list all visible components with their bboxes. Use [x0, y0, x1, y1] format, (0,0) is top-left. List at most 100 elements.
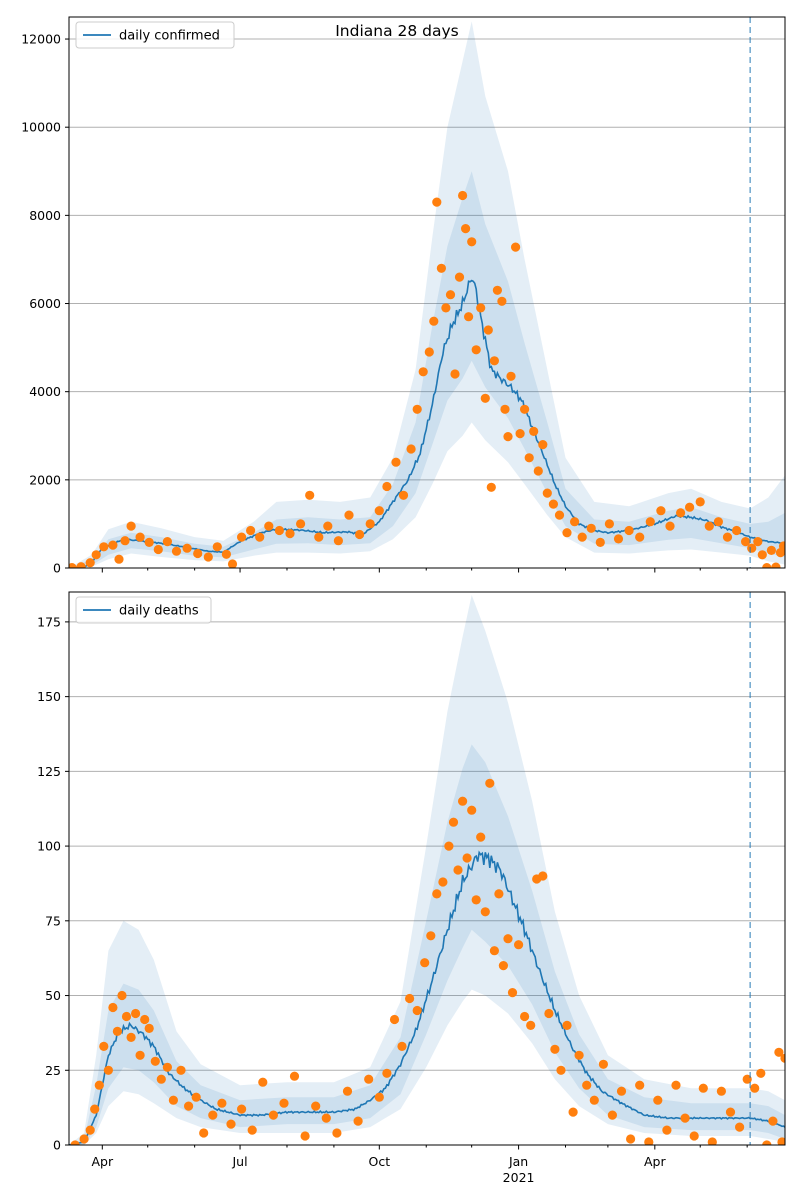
- observed-point: [441, 303, 451, 313]
- plot-frame: [68, 16, 786, 569]
- observed-point: [103, 1065, 113, 1075]
- observed-point: [492, 285, 502, 295]
- observed-point: [156, 1074, 166, 1084]
- observed-point: [607, 1110, 618, 1120]
- observed-point: [458, 190, 468, 201]
- observed-point: [595, 537, 605, 548]
- observed-point: [126, 521, 136, 531]
- observed-point: [131, 1008, 141, 1019]
- observed-point: [453, 865, 463, 875]
- observed-point: [418, 367, 428, 377]
- observed-point: [99, 542, 109, 552]
- observed-point: [713, 517, 724, 527]
- observed-point: [305, 490, 315, 500]
- plot-content: [69, 595, 785, 1145]
- observed-point: [471, 345, 481, 355]
- observed-point: [432, 889, 442, 899]
- observed-point: [85, 1125, 95, 1135]
- observed-point: [99, 1041, 109, 1051]
- observed-point: [582, 1080, 592, 1090]
- observed-point: [529, 426, 539, 436]
- observed-point: [91, 550, 101, 560]
- observed-point: [489, 946, 499, 956]
- observed-point: [725, 1107, 736, 1117]
- legend-label: daily deaths: [119, 604, 199, 619]
- observed-point: [279, 1098, 289, 1108]
- observed-point: [323, 521, 333, 531]
- observed-point: [483, 325, 493, 335]
- observed-point: [406, 444, 416, 454]
- observed-point: [778, 541, 785, 551]
- observed-point: [374, 1092, 384, 1102]
- observed-point: [503, 934, 513, 944]
- observed-point: [550, 1044, 560, 1054]
- observed-point: [412, 1005, 422, 1016]
- observed-point: [750, 1083, 760, 1093]
- observed-point: [762, 1140, 772, 1145]
- observed-point: [722, 532, 733, 542]
- observed-point: [524, 453, 534, 463]
- observed-point: [237, 532, 247, 542]
- observed-point: [76, 562, 86, 568]
- y-tick-label: 12000: [21, 32, 61, 47]
- y-tick-label: 4000: [29, 384, 61, 399]
- observed-point: [429, 316, 439, 326]
- observed-point: [548, 499, 559, 509]
- observed-point: [698, 1083, 708, 1093]
- observed-point: [515, 429, 525, 439]
- observed-point: [296, 519, 306, 529]
- observed-point: [176, 1065, 186, 1075]
- observed-point: [476, 832, 486, 842]
- observed-point: [707, 1137, 717, 1145]
- legend-box: [75, 21, 235, 49]
- observed-point: [445, 290, 456, 300]
- observed-point: [503, 432, 513, 442]
- observed-point: [333, 536, 343, 546]
- observed-point: [212, 542, 222, 552]
- observed-point: [586, 523, 596, 533]
- observed-point: [464, 312, 474, 322]
- observed-point: [556, 1065, 566, 1075]
- observed-point: [704, 521, 714, 531]
- x-year-label: 2021: [503, 1170, 535, 1185]
- y-tick-label: 2000: [29, 472, 61, 487]
- observed-point: [117, 990, 127, 1001]
- observed-point: [69, 563, 77, 568]
- observed-point: [689, 1131, 699, 1141]
- observed-point: [753, 537, 763, 547]
- observed-point: [771, 562, 781, 568]
- observed-point: [598, 1059, 609, 1069]
- observed-point: [662, 1125, 672, 1135]
- observed-point: [237, 1104, 247, 1114]
- observed-point: [757, 550, 767, 560]
- plot-content: [69, 21, 785, 568]
- observed-point: [150, 1056, 160, 1066]
- observed-point: [374, 506, 384, 516]
- y-tick-label: 25: [45, 1063, 61, 1078]
- observed-point: [246, 525, 256, 536]
- observed-point: [144, 537, 154, 548]
- x-tick-label: Jan: [508, 1154, 528, 1169]
- observed-point: [135, 532, 145, 542]
- observed-point: [756, 1068, 766, 1078]
- observed-point: [135, 1050, 145, 1060]
- observed-point: [538, 871, 548, 881]
- observed-point: [405, 993, 415, 1004]
- observed-point: [762, 563, 772, 568]
- observed-point: [227, 559, 238, 568]
- observed-point: [497, 296, 507, 306]
- observed-point: [589, 1095, 599, 1105]
- observed-point: [332, 1128, 342, 1138]
- observed-point: [153, 544, 163, 555]
- observed-point: [624, 525, 634, 536]
- y-tick-label: 75: [45, 913, 61, 928]
- observed-point: [114, 554, 124, 564]
- observed-point: [108, 540, 118, 550]
- observed-point: [486, 482, 496, 492]
- observed-point: [126, 1032, 136, 1042]
- observed-point: [321, 1113, 331, 1123]
- observed-point: [533, 466, 543, 476]
- y-tick-label: 50: [45, 988, 61, 1003]
- observed-point: [461, 224, 471, 234]
- legend-box: [75, 596, 212, 624]
